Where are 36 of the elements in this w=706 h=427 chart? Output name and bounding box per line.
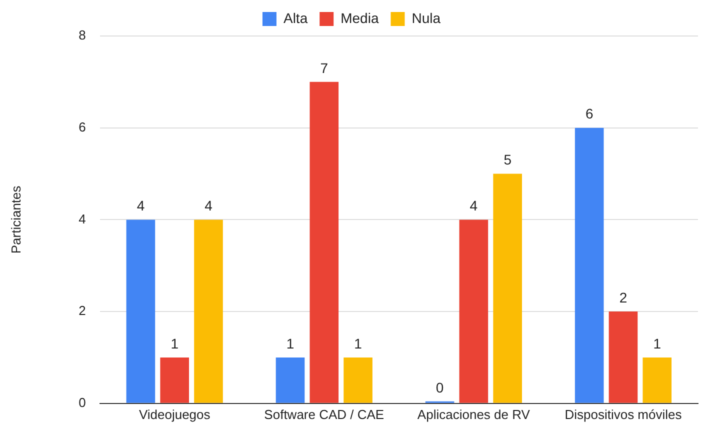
bar [276, 357, 305, 403]
x-tick-label: Dispositivos móviles [564, 406, 682, 422]
bar [608, 312, 638, 403]
bar [126, 220, 156, 403]
x-tick-label: Aplicaciones de RV [417, 406, 530, 422]
bar [493, 174, 522, 403]
data-label: 1 [653, 335, 662, 352]
data-label: 4 [470, 198, 478, 214]
data-label: 1 [286, 335, 294, 352]
y-tick-label: 4 [78, 211, 86, 226]
legend-label: Alta [283, 10, 308, 26]
bar [459, 220, 488, 403]
data-label: 0 [436, 379, 444, 396]
bar [344, 357, 372, 403]
data-label: 1 [170, 335, 179, 352]
data-label: 2 [619, 289, 628, 306]
bar [310, 82, 339, 403]
bar [574, 128, 604, 403]
y-axis-title: Particiantes [8, 185, 24, 254]
data-label: 4 [204, 198, 213, 214]
bar [160, 357, 190, 403]
legend-label: Nula [412, 10, 441, 26]
legend-label: Media [340, 10, 379, 26]
data-label: 7 [320, 60, 328, 76]
y-tick-label: 0 [78, 394, 86, 410]
x-tick-label: Videojuegos [138, 406, 211, 422]
data-label: 4 [136, 198, 145, 214]
bar [194, 220, 223, 403]
x-tick-label: Software CAD / CAE [264, 406, 384, 422]
data-label: 1 [354, 335, 362, 352]
bar [642, 357, 672, 403]
y-tick-label: 6 [78, 119, 86, 134]
y-tick-label: 8 [78, 28, 86, 43]
y-tick-label: 2 [78, 303, 86, 318]
data-label: 6 [585, 106, 594, 122]
data-label: 5 [504, 152, 512, 168]
